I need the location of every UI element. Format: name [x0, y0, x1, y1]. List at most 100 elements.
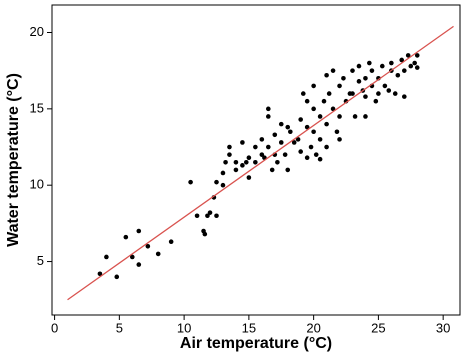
point	[168, 239, 174, 244]
point	[145, 243, 151, 249]
point	[285, 167, 291, 173]
x-tick-label: 25	[371, 320, 385, 335]
point	[155, 251, 161, 257]
point	[130, 254, 135, 260]
point	[337, 83, 342, 89]
point	[399, 57, 405, 63]
y-axis-label: Water temperature (°C)	[5, 73, 22, 247]
point	[363, 114, 368, 119]
point	[205, 213, 210, 219]
point	[324, 121, 329, 127]
point	[266, 144, 271, 150]
point	[414, 65, 420, 70]
x-tick-label: 20	[306, 320, 320, 335]
point	[233, 167, 239, 173]
point	[214, 179, 219, 185]
point	[352, 114, 358, 119]
point	[337, 114, 342, 119]
point	[389, 60, 394, 66]
point	[350, 68, 355, 73]
point	[311, 129, 316, 135]
point	[304, 155, 310, 161]
point	[278, 140, 284, 145]
x-tick-label: 5	[116, 320, 123, 335]
fit-line	[67, 25, 454, 301]
point	[298, 149, 303, 154]
point	[324, 72, 329, 78]
point	[266, 106, 271, 112]
point	[402, 94, 407, 99]
point	[330, 68, 336, 73]
point	[330, 106, 336, 112]
point	[363, 76, 368, 81]
point	[214, 213, 219, 219]
point	[334, 129, 340, 135]
point	[304, 98, 310, 104]
point	[405, 53, 411, 58]
point	[376, 91, 381, 96]
point	[285, 124, 291, 130]
point	[311, 83, 316, 89]
y-tick-label: 5	[37, 253, 44, 268]
x-tick-label: 30	[436, 320, 450, 335]
point	[414, 53, 420, 58]
point	[188, 179, 193, 185]
point	[295, 137, 301, 142]
point	[282, 152, 288, 157]
point	[392, 91, 398, 96]
point	[402, 68, 407, 73]
point	[308, 144, 314, 150]
point	[386, 88, 392, 93]
point	[136, 262, 142, 267]
point	[379, 63, 385, 69]
point	[97, 271, 103, 277]
point	[337, 137, 342, 142]
point	[246, 155, 252, 161]
point	[220, 170, 226, 176]
point	[324, 144, 329, 150]
point	[202, 231, 208, 237]
point	[288, 129, 293, 135]
point	[194, 213, 200, 219]
point	[253, 144, 258, 150]
point	[341, 76, 346, 81]
point	[367, 60, 372, 66]
point	[317, 114, 323, 119]
x-axis-label: Air temperature (°C)	[180, 335, 332, 352]
point	[259, 152, 265, 157]
point	[395, 72, 401, 78]
x-tick-label: 0	[51, 320, 58, 335]
point	[240, 140, 245, 145]
point	[269, 167, 275, 173]
x-tick-label: 10	[177, 320, 191, 335]
point	[272, 132, 278, 138]
point	[136, 228, 142, 234]
y-tick-label: 20	[30, 24, 44, 39]
point	[363, 94, 368, 99]
point	[223, 159, 228, 165]
y-tick-label: 10	[30, 177, 44, 192]
point	[123, 234, 129, 240]
point	[382, 83, 388, 89]
point	[350, 91, 355, 96]
point	[321, 98, 327, 104]
point	[104, 254, 109, 260]
point	[233, 159, 239, 165]
point	[300, 91, 306, 96]
point	[253, 159, 258, 165]
point	[412, 60, 417, 66]
point	[356, 79, 362, 84]
point	[298, 117, 303, 122]
point	[114, 274, 120, 280]
point	[291, 140, 297, 145]
point	[240, 163, 245, 168]
plot-frame	[51, 4, 461, 316]
point	[259, 137, 265, 142]
point	[227, 152, 232, 157]
point	[278, 121, 284, 127]
point	[317, 156, 323, 162]
point	[408, 63, 414, 69]
point	[326, 91, 332, 96]
point	[275, 159, 280, 165]
